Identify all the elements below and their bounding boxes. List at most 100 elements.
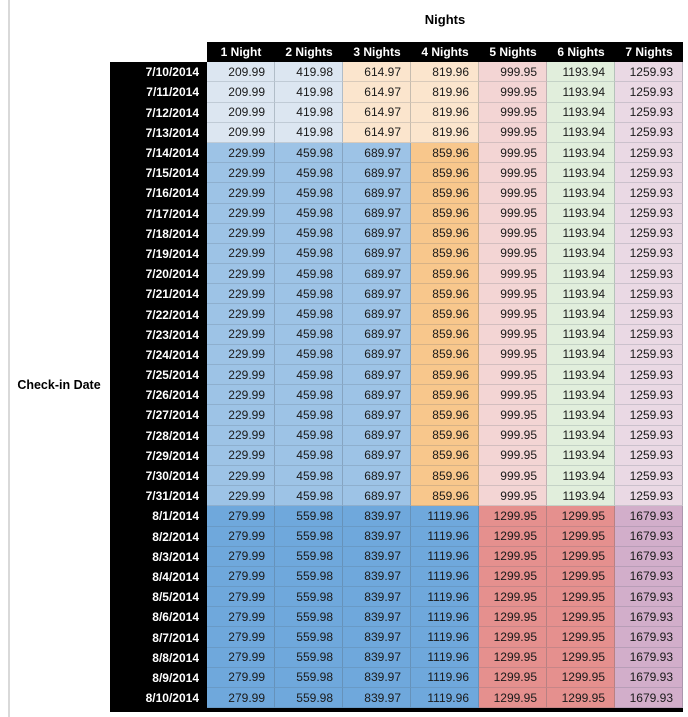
price-cell[interactable]: 1299.95 <box>479 688 547 709</box>
price-cell[interactable]: 689.97 <box>343 365 411 386</box>
price-cell[interactable]: 839.97 <box>343 587 411 608</box>
price-cell[interactable]: 689.97 <box>343 344 411 365</box>
price-cell[interactable]: 229.99 <box>207 142 275 164</box>
price-cell[interactable]: 279.99 <box>207 566 275 588</box>
price-cell[interactable]: 1119.96 <box>411 526 479 547</box>
price-cell[interactable]: 1259.93 <box>615 344 683 365</box>
price-cell[interactable]: 859.96 <box>411 445 479 466</box>
price-cell[interactable]: 1259.93 <box>615 465 683 487</box>
price-cell[interactable]: 859.96 <box>411 284 479 305</box>
price-cell[interactable]: 1299.95 <box>479 607 547 628</box>
price-cell[interactable]: 1299.95 <box>547 667 615 688</box>
price-cell[interactable]: 419.98 <box>275 102 343 123</box>
price-cell[interactable]: 1299.95 <box>479 647 547 668</box>
column-header-7-night[interactable]: 7 Nights <box>615 42 683 63</box>
price-cell[interactable]: 1119.96 <box>411 647 479 668</box>
price-cell[interactable]: 279.99 <box>207 647 275 668</box>
price-cell[interactable]: 229.99 <box>207 243 275 265</box>
price-cell[interactable]: 689.97 <box>343 465 411 487</box>
price-cell[interactable]: 689.97 <box>343 405 411 426</box>
row-header-date[interactable]: 7/12/2014 <box>110 102 207 123</box>
price-cell[interactable]: 614.97 <box>343 62 411 83</box>
price-cell[interactable]: 1193.94 <box>547 243 615 265</box>
price-cell[interactable]: 1193.94 <box>547 163 615 184</box>
price-cell[interactable]: 1193.94 <box>547 304 615 325</box>
price-cell[interactable]: 229.99 <box>207 163 275 184</box>
price-cell[interactable]: 1119.96 <box>411 546 479 567</box>
row-header-date[interactable]: 8/6/2014 <box>110 607 207 628</box>
price-cell[interactable]: 559.98 <box>275 526 343 547</box>
price-cell[interactable]: 1259.93 <box>615 183 683 204</box>
price-cell[interactable]: 1299.95 <box>547 546 615 567</box>
row-header-date[interactable]: 8/7/2014 <box>110 627 207 648</box>
price-cell[interactable]: 1193.94 <box>547 465 615 487</box>
price-cell[interactable]: 999.95 <box>479 243 547 265</box>
price-cell[interactable]: 1259.93 <box>615 405 683 426</box>
price-cell[interactable]: 459.98 <box>275 344 343 365</box>
price-cell[interactable]: 689.97 <box>343 304 411 325</box>
row-header-date[interactable]: 7/21/2014 <box>110 284 207 305</box>
column-header-6-night[interactable]: 6 Nights <box>547 42 615 63</box>
price-cell[interactable]: 229.99 <box>207 486 275 507</box>
price-cell[interactable]: 459.98 <box>275 405 343 426</box>
price-cell[interactable]: 1259.93 <box>615 264 683 285</box>
column-header-4-night[interactable]: 4 Nights <box>411 42 479 63</box>
price-cell[interactable]: 229.99 <box>207 465 275 487</box>
price-cell[interactable]: 1193.94 <box>547 425 615 446</box>
price-cell[interactable]: 1259.93 <box>615 385 683 406</box>
price-cell[interactable]: 859.96 <box>411 183 479 204</box>
price-cell[interactable]: 1299.95 <box>547 688 615 709</box>
price-cell[interactable]: 1299.95 <box>479 627 547 648</box>
price-cell[interactable]: 1259.93 <box>615 324 683 345</box>
price-cell[interactable]: 859.96 <box>411 365 479 386</box>
row-header-date[interactable]: 8/2/2014 <box>110 526 207 547</box>
price-cell[interactable]: 839.97 <box>343 566 411 588</box>
price-cell[interactable]: 229.99 <box>207 365 275 386</box>
price-cell[interactable]: 279.99 <box>207 546 275 567</box>
price-cell[interactable]: 229.99 <box>207 344 275 365</box>
price-cell[interactable]: 1193.94 <box>547 62 615 83</box>
row-header-date[interactable]: 7/19/2014 <box>110 243 207 265</box>
price-cell[interactable]: 1119.96 <box>411 688 479 709</box>
row-header-date[interactable]: 7/22/2014 <box>110 304 207 325</box>
price-cell[interactable]: 459.98 <box>275 486 343 507</box>
price-cell[interactable]: 229.99 <box>207 284 275 305</box>
price-cell[interactable]: 459.98 <box>275 465 343 487</box>
price-cell[interactable]: 819.96 <box>411 122 479 143</box>
price-cell[interactable]: 559.98 <box>275 546 343 567</box>
price-cell[interactable]: 819.96 <box>411 102 479 123</box>
price-cell[interactable]: 859.96 <box>411 465 479 487</box>
price-cell[interactable]: 1679.93 <box>615 587 683 608</box>
price-cell[interactable]: 1259.93 <box>615 82 683 103</box>
price-cell[interactable]: 999.95 <box>479 365 547 386</box>
price-cell[interactable]: 1193.94 <box>547 142 615 164</box>
price-cell[interactable]: 689.97 <box>343 223 411 244</box>
price-cell[interactable]: 859.96 <box>411 486 479 507</box>
price-cell[interactable]: 1299.95 <box>547 607 615 628</box>
price-cell[interactable]: 859.96 <box>411 324 479 345</box>
price-cell[interactable]: 859.96 <box>411 142 479 164</box>
price-cell[interactable]: 1193.94 <box>547 223 615 244</box>
price-cell[interactable]: 999.95 <box>479 405 547 426</box>
row-header-date[interactable]: 7/13/2014 <box>110 122 207 143</box>
price-cell[interactable]: 839.97 <box>343 526 411 547</box>
row-header-date[interactable]: 7/24/2014 <box>110 344 207 365</box>
price-cell[interactable]: 839.97 <box>343 627 411 648</box>
row-header-date[interactable]: 7/17/2014 <box>110 203 207 224</box>
price-cell[interactable]: 1193.94 <box>547 365 615 386</box>
price-cell[interactable]: 689.97 <box>343 264 411 285</box>
price-cell[interactable]: 1119.96 <box>411 627 479 648</box>
price-cell[interactable]: 999.95 <box>479 264 547 285</box>
price-cell[interactable]: 1119.96 <box>411 587 479 608</box>
price-cell[interactable]: 1193.94 <box>547 264 615 285</box>
price-cell[interactable]: 1259.93 <box>615 122 683 143</box>
price-cell[interactable]: 1299.95 <box>479 667 547 688</box>
price-cell[interactable]: 229.99 <box>207 203 275 224</box>
row-header-date[interactable]: 7/27/2014 <box>110 405 207 426</box>
price-cell[interactable]: 279.99 <box>207 667 275 688</box>
price-cell[interactable]: 999.95 <box>479 223 547 244</box>
price-cell[interactable]: 1299.95 <box>547 506 615 527</box>
price-cell[interactable]: 559.98 <box>275 587 343 608</box>
price-cell[interactable]: 839.97 <box>343 607 411 628</box>
price-cell[interactable]: 1259.93 <box>615 102 683 123</box>
